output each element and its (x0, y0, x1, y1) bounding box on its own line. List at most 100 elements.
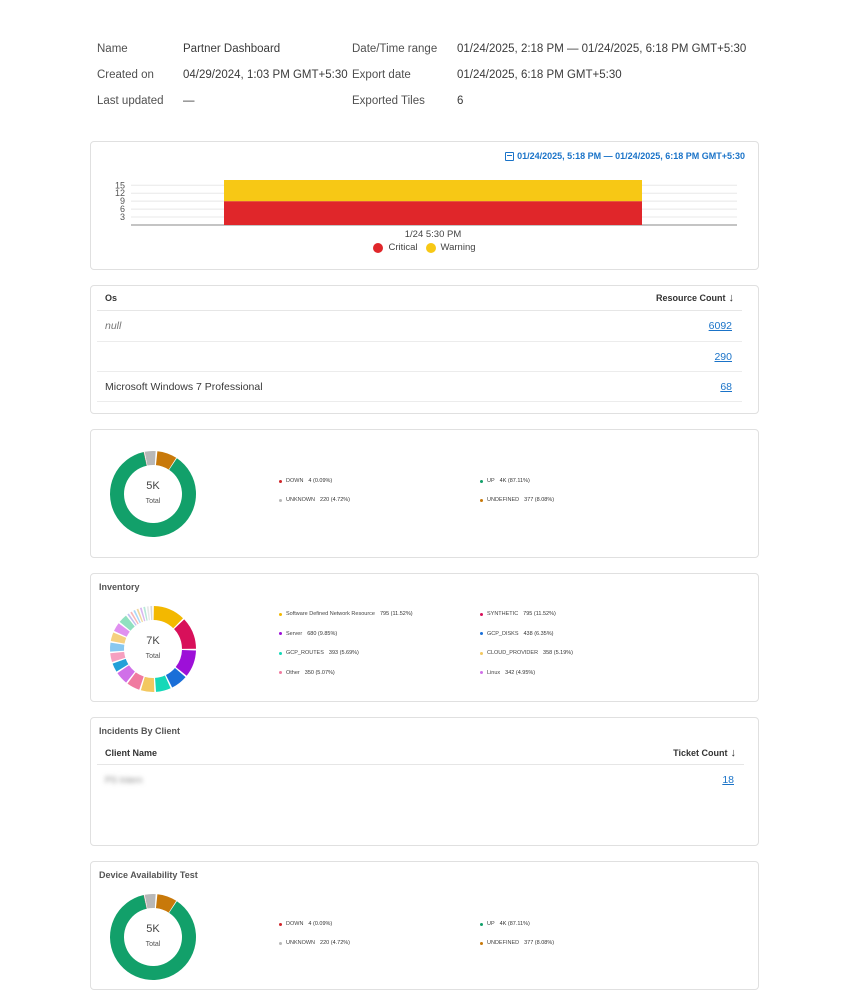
donut-segment[interactable] (143, 606, 148, 621)
legend-item[interactable]: CLOUD_PROVIDER 358 (5.19%) (480, 650, 573, 656)
availability-donut (110, 451, 196, 537)
donut-segment[interactable] (110, 632, 127, 644)
legend-item[interactable]: UNKNOWN 220 (4.72%) (279, 940, 350, 946)
donut-segment[interactable] (155, 894, 177, 913)
donut-segment[interactable] (112, 658, 129, 672)
legend-item[interactable]: SYNTHETIC 795 (11.52%) (480, 611, 556, 617)
bar-warning[interactable] (224, 180, 642, 202)
donut-segment[interactable] (139, 607, 146, 622)
legend-dot-icon (279, 479, 282, 483)
donut-segment[interactable] (174, 619, 196, 649)
os-cell: null (105, 320, 122, 332)
legend-label: DOWN (286, 921, 304, 927)
legend-item[interactable]: GCP_ROUTES 393 (5.69%) (279, 650, 359, 656)
donut-segment[interactable] (143, 451, 147, 466)
donut-segment[interactable] (155, 451, 177, 470)
donut-segment[interactable] (127, 613, 137, 626)
donut-segment[interactable] (140, 676, 155, 692)
bar-critical[interactable] (224, 201, 642, 225)
donut-total-value: 7K (146, 635, 160, 647)
legend-item[interactable]: UNDEFINED 377 (8.08%) (480, 497, 554, 503)
legend-value: 795 (11.52%) (523, 611, 556, 617)
legend-item[interactable]: Server 680 (9.85%) (279, 631, 337, 637)
donut-segment[interactable] (136, 608, 144, 623)
y-tick-label: 12 (115, 188, 125, 198)
donut-segment[interactable] (153, 606, 184, 629)
range-value: 01/24/2025, 2:18 PM — 01/24/2025, 6:18 P… (457, 43, 747, 55)
donut-segment[interactable] (146, 606, 151, 621)
time-range[interactable]: 01/24/2025, 5:18 PM — 01/24/2025, 6:18 P… (505, 151, 745, 161)
legend-dot-icon (480, 671, 483, 674)
legend-item[interactable]: UP 4K (87.11%) (480, 921, 530, 927)
donut-segment[interactable] (165, 667, 186, 688)
device-availability-card: Device Availability Test 5K Total DOWN 4 … (90, 861, 759, 990)
legend-dot-icon (480, 922, 483, 926)
legend-label: Other (286, 669, 300, 676)
legend-dot-icon (279, 612, 282, 616)
legend-item[interactable]: UNKNOWN 220 (4.72%) (279, 497, 350, 503)
legend-value: 4K (87.11%) (499, 478, 530, 484)
count-link[interactable]: 290 (714, 350, 732, 363)
incidents-card: Incidents By Client Client Name Ticket C… (90, 717, 759, 846)
legend-item[interactable]: UNDEFINED 377 (8.08%) (480, 940, 554, 946)
donut-segment[interactable] (155, 675, 171, 692)
donut-segment[interactable] (127, 672, 144, 690)
legend-warning-label: Warning (440, 242, 476, 253)
donut-center: 5K Total (123, 480, 183, 505)
donut-segment[interactable] (110, 651, 126, 663)
donut-segment[interactable] (110, 895, 196, 980)
legend-label: GCP_DISKS (487, 630, 519, 637)
donut-total-label: Total (145, 941, 161, 948)
legend-critical-label: Critical (388, 242, 418, 253)
legend-label: UNKNOWN (286, 940, 316, 946)
legend-value: 795 (11.52%) (379, 611, 413, 617)
donut-segment[interactable] (117, 665, 135, 683)
legend-label: GCP_ROUTES (286, 650, 324, 656)
legend-dot-icon (480, 941, 483, 945)
legend-item[interactable]: DOWN 4 (0.09%) (279, 921, 332, 927)
donut-segment[interactable] (143, 894, 147, 909)
legend-item[interactable]: Other 350 (5.07%) (279, 670, 335, 676)
donut-total-label: Total (145, 653, 161, 660)
legend-label: UNKNOWN (286, 497, 316, 503)
donut-segment[interactable] (150, 606, 153, 621)
legend-dot-icon (279, 651, 282, 655)
legend-item[interactable]: GCP_DISKS 438 (6.35%) (480, 631, 553, 637)
legend-warning[interactable]: Warning (425, 242, 476, 253)
table-row: null 6092 (97, 311, 742, 342)
legend-label: SYNTHETIC (487, 611, 519, 617)
donut-segment[interactable] (144, 894, 156, 909)
legend-item[interactable]: UP 4K (87.11%) (480, 478, 530, 484)
donut-segment[interactable] (110, 452, 196, 537)
legend-critical[interactable]: Critical (373, 242, 418, 253)
export-value: 01/24/2025, 6:18 PM GMT+5:30 (457, 69, 622, 81)
legend-value: 4K (87.11%) (499, 921, 530, 927)
created-value: 04/29/2024, 1:03 PM GMT+5:30 (183, 69, 348, 81)
donut-segment[interactable] (119, 615, 135, 631)
donut-segment[interactable] (130, 611, 139, 625)
col-ticket-count[interactable]: Ticket Count ↓ (673, 747, 736, 759)
legend-item[interactable]: Software Defined Network Resource 795 (11… (279, 611, 413, 617)
legend-label: Software Defined Network Resource (286, 611, 375, 617)
donut-segment[interactable] (114, 623, 130, 637)
ticket-count-link[interactable]: 18 (722, 774, 734, 786)
y-tick-label: 9 (120, 196, 125, 206)
col-os[interactable]: Os (105, 293, 118, 303)
donut-segment[interactable] (175, 649, 196, 676)
legend-dot-icon (480, 612, 483, 616)
col-client-name[interactable]: Client Name (105, 747, 158, 758)
legend-value: 438 (6.35%) (523, 630, 554, 637)
legend-item[interactable]: Linux 342 (4.95%) (480, 670, 535, 676)
donut-segment[interactable] (133, 609, 141, 624)
legend-value: 4 (0.09%) (308, 478, 333, 484)
donut-segment[interactable] (144, 451, 156, 466)
col-resource-count[interactable]: Resource Count ↓ (656, 292, 734, 304)
critical-dot-icon (373, 242, 384, 253)
count-link[interactable]: 68 (720, 380, 732, 393)
device-availability-donut (110, 894, 196, 980)
donut-segment[interactable] (110, 642, 125, 652)
count-link[interactable]: 6092 (708, 320, 732, 332)
legend-item[interactable]: DOWN 4 (0.09%) (279, 478, 332, 484)
legend-value: 4 (0.09%) (308, 921, 333, 927)
legend-dot-icon (279, 941, 282, 945)
